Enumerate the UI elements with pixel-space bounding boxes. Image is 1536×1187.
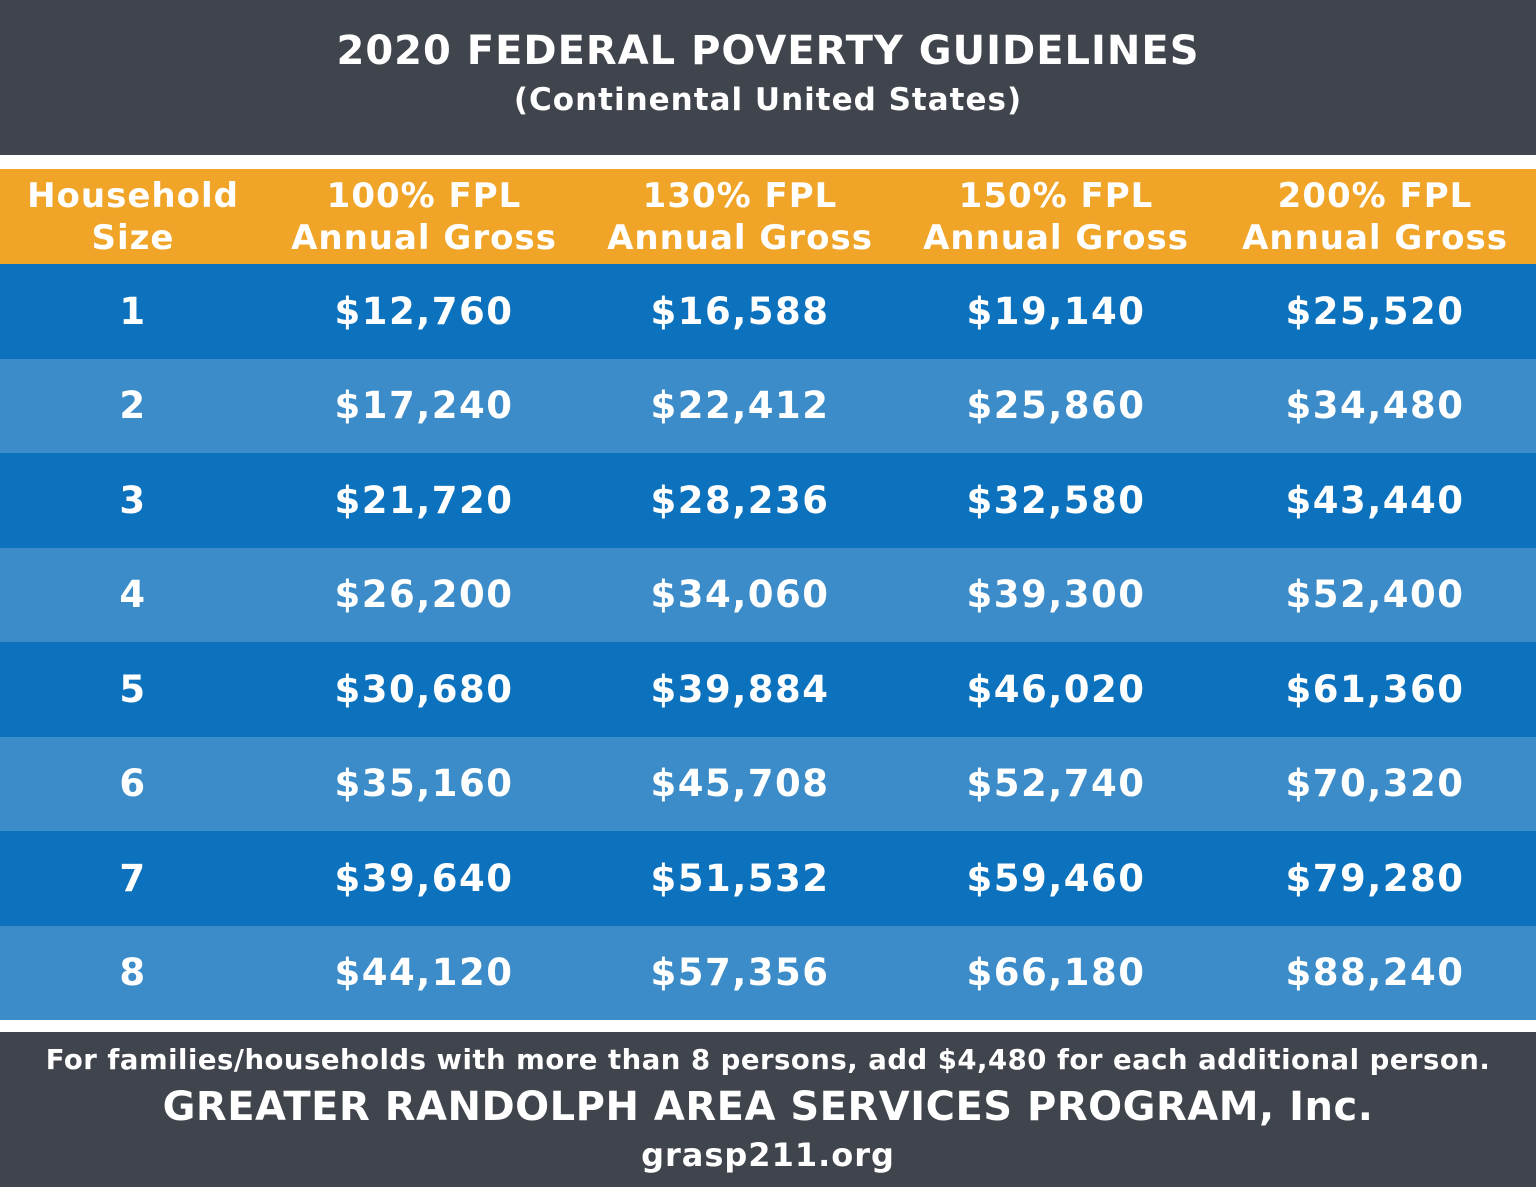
household-size-cell: 4 <box>119 573 147 617</box>
household-size-cell: 6 <box>119 762 147 806</box>
guidelines-table: Household Size 100% FPL Annual Gross 130… <box>0 169 1536 1020</box>
column-header-100-fpl: 100% FPL Annual Gross <box>266 175 582 259</box>
fpl-130-cell: $57,356 <box>650 951 830 995</box>
fpl-200-cell: $25,520 <box>1285 289 1465 333</box>
fpl-100-cell: $26,200 <box>334 573 514 617</box>
fpl-150-cell: $52,740 <box>966 762 1146 806</box>
fpl-130-cell: $39,884 <box>650 667 830 711</box>
household-size-cell: 1 <box>119 289 147 333</box>
column-header-line: Annual Gross <box>1242 217 1508 258</box>
fpl-130-cell: $16,588 <box>650 289 830 333</box>
table-row: 3 $21,720 $28,236 $32,580 $43,440 <box>0 453 1536 548</box>
column-header-line: Annual Gross <box>291 217 557 258</box>
fpl-100-cell: $44,120 <box>334 951 514 995</box>
fpl-100-cell: $39,640 <box>334 856 514 900</box>
column-header-line: 130% FPL <box>642 175 838 216</box>
fpl-150-cell: $32,580 <box>966 478 1146 522</box>
additional-person-note: For families/households with more than 8… <box>45 1044 1491 1076</box>
column-header-household-size: Household Size <box>0 175 266 259</box>
table-row: 2 $17,240 $22,412 $25,860 $34,480 <box>0 358 1536 453</box>
fpl-150-cell: $59,460 <box>966 856 1146 900</box>
fpl-130-cell: $22,412 <box>650 384 830 428</box>
column-header-line: Annual Gross <box>923 217 1189 258</box>
column-header-line: Annual Gross <box>607 217 873 258</box>
fpl-200-cell: $70,320 <box>1285 762 1465 806</box>
fpl-200-cell: $88,240 <box>1285 951 1465 995</box>
fpl-150-cell: $46,020 <box>966 667 1146 711</box>
fpl-150-cell: $66,180 <box>966 951 1146 995</box>
footer-band: For families/households with more than 8… <box>0 1032 1536 1187</box>
page-subtitle: (Continental United States) <box>513 82 1023 118</box>
column-header-200-fpl: 200% FPL Annual Gross <box>1214 175 1536 259</box>
page-title: 2020 FEDERAL POVERTY GUIDELINES <box>336 28 1200 74</box>
fpl-100-cell: $17,240 <box>334 384 514 428</box>
column-header-line: Household <box>27 175 239 216</box>
fpl-200-cell: $43,440 <box>1285 478 1465 522</box>
table-header-row: Household Size 100% FPL Annual Gross 130… <box>0 169 1536 264</box>
household-size-cell: 7 <box>119 856 147 900</box>
header-band: 2020 FEDERAL POVERTY GUIDELINES (Contine… <box>0 0 1536 155</box>
column-header-130-fpl: 130% FPL Annual Gross <box>582 175 898 259</box>
table-row: 5 $30,680 $39,884 $46,020 $61,360 <box>0 642 1536 737</box>
table-row: 4 $26,200 $34,060 $39,300 $52,400 <box>0 547 1536 642</box>
organization-name: GREATER RANDOLPH AREA SERVICES PROGRAM, … <box>162 1084 1374 1130</box>
table-row: 7 $39,640 $51,532 $59,460 $79,280 <box>0 831 1536 926</box>
household-size-cell: 5 <box>119 667 147 711</box>
household-size-cell: 2 <box>119 384 147 428</box>
fpl-200-cell: $52,400 <box>1285 573 1465 617</box>
table-row: 1 $12,760 $16,588 $19,140 $25,520 <box>0 264 1536 359</box>
fpl-200-cell: $61,360 <box>1285 667 1465 711</box>
fpl-130-cell: $51,532 <box>650 856 830 900</box>
fpl-100-cell: $30,680 <box>334 667 514 711</box>
website-url: grasp211.org <box>641 1136 895 1174</box>
table-row: 8 $44,120 $57,356 $66,180 $88,240 <box>0 925 1536 1020</box>
fpl-100-cell: $21,720 <box>334 478 514 522</box>
table-row: 6 $35,160 $45,708 $52,740 $70,320 <box>0 736 1536 831</box>
fpl-100-cell: $12,760 <box>334 289 514 333</box>
fpl-200-cell: $79,280 <box>1285 856 1465 900</box>
column-header-line: 100% FPL <box>326 175 522 216</box>
column-header-150-fpl: 150% FPL Annual Gross <box>898 175 1214 259</box>
fpl-200-cell: $34,480 <box>1285 384 1465 428</box>
fpl-150-cell: $25,860 <box>966 384 1146 428</box>
column-header-line: 150% FPL <box>958 175 1154 216</box>
household-size-cell: 8 <box>119 951 147 995</box>
household-size-cell: 3 <box>119 478 147 522</box>
fpl-150-cell: $19,140 <box>966 289 1146 333</box>
fpl-130-cell: $45,708 <box>650 762 830 806</box>
fpl-150-cell: $39,300 <box>966 573 1146 617</box>
fpl-130-cell: $34,060 <box>650 573 830 617</box>
fpl-130-cell: $28,236 <box>650 478 830 522</box>
fpl-100-cell: $35,160 <box>334 762 514 806</box>
column-header-line: Size <box>91 217 175 258</box>
column-header-line: 200% FPL <box>1277 175 1473 216</box>
